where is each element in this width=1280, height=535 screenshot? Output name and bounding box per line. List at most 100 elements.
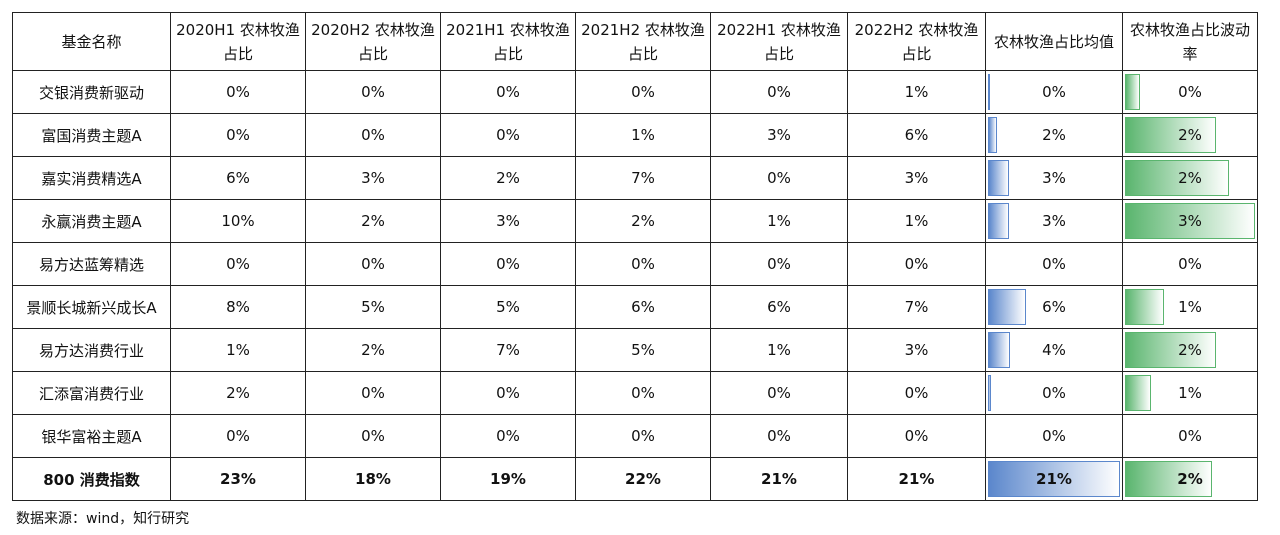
cell-text: 2%	[1178, 341, 1202, 359]
cell: 7%	[440, 328, 576, 372]
bar-cell: 0%	[1122, 414, 1258, 458]
bar-cell: 4%	[985, 328, 1123, 372]
source-note: 数据来源：wind，知行研究	[16, 511, 190, 527]
cell-text: 4%	[1042, 341, 1066, 359]
cell: 0%	[305, 242, 441, 286]
cell-text: 2%	[1177, 470, 1203, 488]
cell-text: 0%	[1178, 83, 1202, 101]
cell: 0%	[305, 371, 441, 415]
bar-cell: 3%	[985, 199, 1123, 243]
bar-cell: 2%	[1122, 156, 1258, 200]
cell: 2%	[440, 156, 576, 200]
cell: 6%	[847, 113, 986, 157]
cell-text: 0%	[1042, 83, 1066, 101]
cell-text: 3%	[1042, 212, 1066, 230]
cell: 0%	[847, 371, 986, 415]
cell: 0%	[710, 371, 848, 415]
cell-text: 3%	[1178, 212, 1202, 230]
data-row: 银华富裕主题A 0% 0% 0% 0% 0% 0% 0% 0%	[12, 414, 1258, 458]
bar-cell: 21%	[985, 457, 1123, 501]
cell: 0%	[710, 156, 848, 200]
cell: 5%	[575, 328, 711, 372]
bar-cell: 0%	[1122, 242, 1258, 286]
cell: 0%	[170, 414, 306, 458]
cell: 0%	[710, 242, 848, 286]
cell-text: 0%	[1178, 427, 1202, 445]
cell: 8%	[170, 285, 306, 329]
cell: 2%	[575, 199, 711, 243]
data-bar	[1125, 289, 1164, 325]
data-row: 嘉实消费精选A 6% 3% 2% 7% 0% 3% 3% 2%	[12, 156, 1258, 200]
cell: 21%	[847, 457, 986, 501]
cell: 0%	[440, 242, 576, 286]
cell: 5%	[440, 285, 576, 329]
cell: 22%	[575, 457, 711, 501]
cell: 10%	[170, 199, 306, 243]
cell: 0%	[847, 414, 986, 458]
fund-name: 富国消费主题A	[12, 113, 171, 157]
cell-text: 0%	[1178, 255, 1202, 273]
bar-cell: 3%	[1122, 199, 1258, 243]
header-cell: 2022H1 农林牧渔占比	[710, 12, 848, 71]
data-bar	[988, 160, 1010, 196]
header-row: 基金名称 2020H1 农林牧渔占比 2020H2 农林牧渔占比 2021H1 农林牧…	[12, 12, 1258, 71]
cell: 0%	[710, 70, 848, 114]
cell: 0%	[440, 414, 576, 458]
cell-text: 1%	[1178, 298, 1202, 316]
bar-cell: 1%	[1122, 285, 1258, 329]
cell-text: 6%	[1042, 298, 1066, 316]
cell-text: 1%	[1178, 384, 1202, 402]
data-bar	[1125, 74, 1141, 110]
cell: 0%	[170, 242, 306, 286]
header-cell: 农林牧渔占比均值	[985, 12, 1123, 71]
cell: 7%	[847, 285, 986, 329]
cell-text: 3%	[1042, 169, 1066, 187]
bar-cell: 0%	[985, 70, 1123, 114]
cell-text: 2%	[1178, 126, 1202, 144]
bar-cell: 0%	[985, 242, 1123, 286]
cell-text: 2%	[1042, 126, 1066, 144]
header-cell: 2021H1 农林牧渔占比	[440, 12, 576, 71]
data-bar	[988, 74, 990, 110]
cell: 6%	[710, 285, 848, 329]
cell: 5%	[305, 285, 441, 329]
fund-name: 银华富裕主题A	[12, 414, 171, 458]
bar-cell: 0%	[1122, 70, 1258, 114]
cell: 0%	[305, 414, 441, 458]
data-row: 易方达蓝筹精选 0% 0% 0% 0% 0% 0% 0% 0%	[12, 242, 1258, 286]
cell: 0%	[440, 70, 576, 114]
cell: 3%	[847, 328, 986, 372]
cell-text: 21%	[1036, 470, 1072, 488]
cell: 1%	[847, 70, 986, 114]
cell: 1%	[575, 113, 711, 157]
cell: 1%	[847, 199, 986, 243]
fund-name: 嘉实消费精选A	[12, 156, 171, 200]
data-row: 富国消费主题A 0% 0% 0% 1% 3% 6% 2% 2%	[12, 113, 1258, 157]
cell-text: 0%	[1042, 255, 1066, 273]
header-cell: 农林牧渔占比波动率	[1122, 12, 1258, 71]
bar-cell: 2%	[1122, 328, 1258, 372]
bar-cell: 2%	[985, 113, 1123, 157]
cell: 0%	[575, 242, 711, 286]
cell: 1%	[710, 328, 848, 372]
data-bar	[988, 289, 1026, 325]
cell: 0%	[440, 371, 576, 415]
cell: 0%	[170, 113, 306, 157]
cell: 21%	[710, 457, 848, 501]
header-cell: 2020H2 农林牧渔占比	[305, 12, 441, 71]
bar-cell: 2%	[1122, 113, 1258, 157]
cell: 0%	[575, 371, 711, 415]
header-cell: 2020H1 农林牧渔占比	[170, 12, 306, 71]
fund-name: 交银消费新驱动	[12, 70, 171, 114]
cell: 3%	[305, 156, 441, 200]
bar-cell: 1%	[1122, 371, 1258, 415]
cell: 3%	[710, 113, 848, 157]
bar-cell: 6%	[985, 285, 1123, 329]
data-row: 景顺长城新兴成长A 8% 5% 5% 6% 6% 7% 6% 1%	[12, 285, 1258, 329]
fund-name: 汇添富消费行业	[12, 371, 171, 415]
cell: 0%	[305, 113, 441, 157]
data-bar	[1125, 117, 1216, 153]
cell: 6%	[170, 156, 306, 200]
cell: 1%	[170, 328, 306, 372]
